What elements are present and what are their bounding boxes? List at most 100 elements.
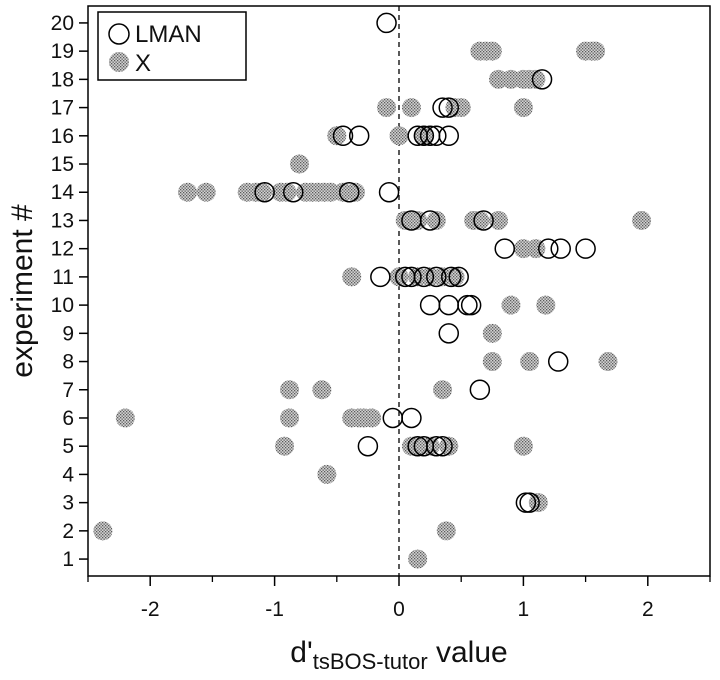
- x-tick-label: 0: [393, 598, 405, 621]
- x-tick-label: 2: [642, 598, 654, 621]
- x-data-point: [598, 352, 618, 372]
- y-tick-label: 7: [62, 379, 74, 402]
- lman-data-point: [370, 266, 391, 288]
- lman-data-point: [438, 125, 460, 147]
- x-axis-title-main: d': [290, 636, 312, 669]
- lman-data-point: [575, 238, 596, 259]
- lman-data-point: [413, 125, 435, 147]
- y-tick-label: 15: [51, 153, 74, 176]
- x-data-point: [178, 182, 198, 202]
- series-lman-points: [254, 12, 596, 513]
- x-data-point: [389, 126, 409, 146]
- x-data-point: [513, 98, 533, 118]
- x-data-point: [252, 182, 272, 202]
- lman-data-point: [473, 210, 494, 231]
- y-tick-label: 3: [62, 492, 74, 515]
- x-data-point: [342, 267, 362, 287]
- x-data-point: [433, 380, 453, 400]
- lman-data-point: [438, 97, 460, 118]
- x-data-point: [436, 521, 456, 541]
- lman-data-point: [432, 435, 453, 457]
- lman-data-point: [547, 351, 569, 372]
- lman-data-point: [438, 323, 460, 344]
- lman-data-point: [432, 97, 453, 118]
- y-tick-label: 10: [51, 294, 74, 317]
- lman-data-point: [419, 210, 441, 231]
- x-axis-ticks: -2 -1 0 1 2: [87, 576, 711, 621]
- x-data-point: [501, 295, 521, 315]
- x-axis-title: d'tsBOS-tutor value: [290, 636, 507, 674]
- y-tick-label: 2: [62, 520, 74, 543]
- lman-data-point: [426, 266, 447, 288]
- lman-data-point: [401, 266, 422, 288]
- x-data-point: [345, 182, 365, 202]
- x-data-point: [312, 380, 332, 400]
- lman-data-point: [440, 266, 462, 288]
- lman-data-point: [460, 294, 482, 316]
- lman-data-point: [413, 266, 435, 288]
- x-data-point: [280, 380, 300, 400]
- y-axis-title: experiment #: [6, 204, 39, 378]
- lman-data-point: [401, 407, 422, 429]
- y-tick-label: 1: [62, 548, 74, 571]
- lman-data-point: [550, 238, 571, 259]
- lman-data-point: [448, 266, 469, 288]
- x-data-point: [586, 41, 606, 61]
- y-tick-label: 13: [51, 209, 74, 232]
- x-data-point: [482, 323, 502, 343]
- x-data-point: [401, 98, 421, 118]
- legend-x-label: X: [135, 50, 151, 77]
- x-tick-label: -1: [265, 598, 284, 621]
- lman-data-point: [254, 181, 275, 203]
- lman-data-point: [469, 379, 491, 401]
- y-tick-label: 19: [51, 40, 74, 63]
- x-data-point: [317, 464, 337, 484]
- y-tick-label: 9: [62, 322, 74, 345]
- x-data-point: [377, 98, 397, 118]
- lman-data-point: [426, 435, 447, 457]
- x-tick-label: -2: [141, 598, 160, 621]
- lman-data-point: [519, 492, 540, 513]
- legend-lman-marker: [108, 23, 130, 45]
- x-data-point: [275, 436, 295, 456]
- x-axis-title-tail: value: [428, 636, 508, 669]
- x-data-point: [470, 210, 490, 230]
- y-tick-label: 12: [51, 238, 74, 261]
- y-tick-label: 4: [62, 463, 74, 486]
- x-data-point: [93, 521, 113, 541]
- x-data-point: [408, 549, 428, 569]
- x-data-point: [289, 154, 309, 174]
- x-data-point: [426, 210, 446, 230]
- legend-x-marker: [109, 52, 129, 72]
- y-tick-label: 8: [62, 351, 74, 374]
- x-data-point: [526, 69, 546, 89]
- x-data-point: [280, 408, 300, 428]
- y-tick-label: 16: [51, 125, 74, 148]
- x-data-point: [277, 182, 297, 202]
- x-data-point: [445, 267, 465, 287]
- lman-data-point: [426, 125, 447, 147]
- lman-data-point: [357, 435, 379, 457]
- lman-data-point: [538, 238, 559, 259]
- x-axis-title-subscript: tsBOS-tutor: [313, 649, 428, 674]
- y-tick-label: 5: [62, 435, 74, 458]
- x-data-point: [482, 352, 502, 372]
- lman-data-point: [531, 69, 553, 90]
- x-data-point: [536, 295, 556, 315]
- y-tick-label: 6: [62, 407, 74, 430]
- lman-data-point: [338, 181, 360, 203]
- legend: LMAN X: [97, 11, 247, 81]
- y-tick-label: 20: [51, 12, 74, 35]
- x-tick-label: 1: [518, 598, 530, 621]
- x-data-point: [489, 210, 509, 230]
- x-data-point: [520, 352, 540, 372]
- x-data-point: [115, 408, 135, 428]
- x-data-point: [327, 126, 347, 146]
- x-data-point: [632, 210, 652, 230]
- lman-data-point: [332, 125, 354, 147]
- x-data-point: [196, 182, 216, 202]
- lman-data-point: [378, 181, 400, 203]
- series-x-points: [93, 41, 652, 569]
